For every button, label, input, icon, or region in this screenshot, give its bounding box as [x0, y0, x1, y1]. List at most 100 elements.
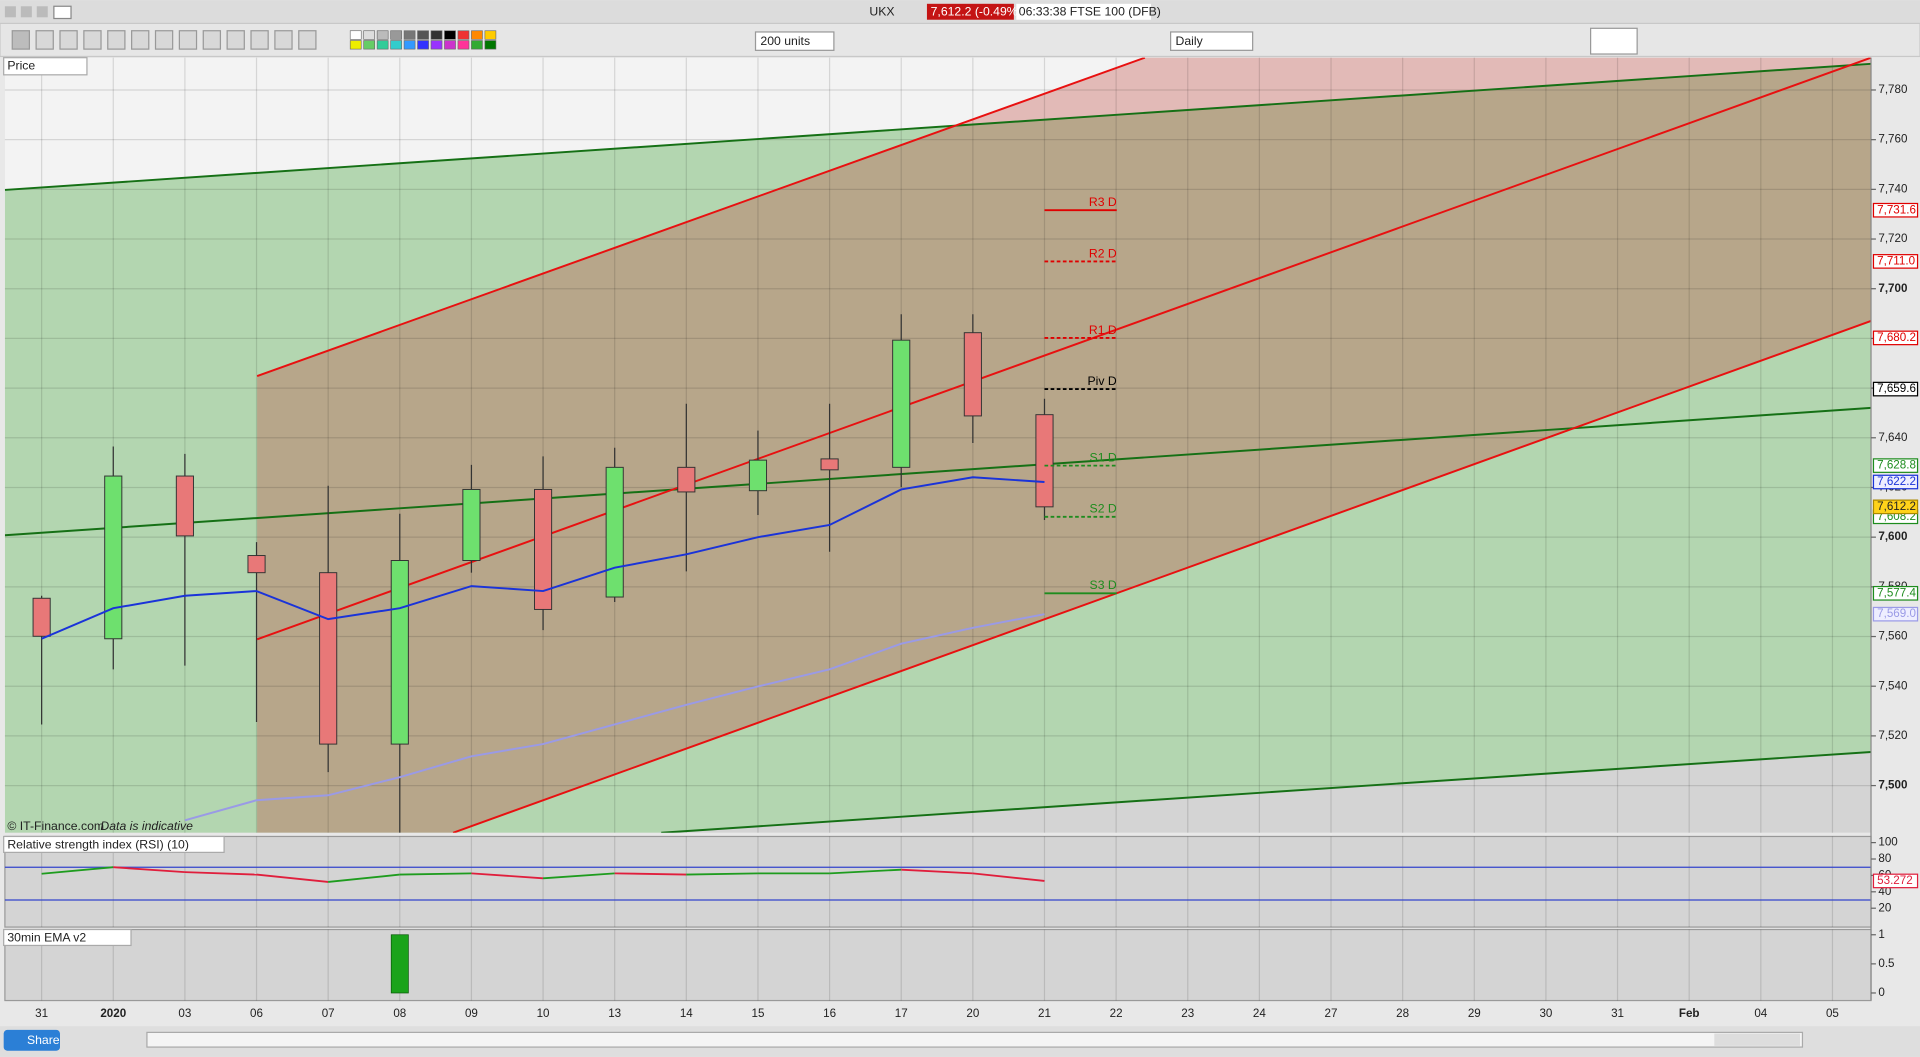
x-tick-label: 20: [966, 1007, 979, 1020]
tool-button[interactable]: [154, 30, 174, 50]
x-tick-label: 10: [537, 1007, 550, 1020]
rsi-segment: [328, 873, 400, 883]
value-box: [1872, 585, 1919, 601]
x-tick-label: 22: [1110, 1007, 1123, 1020]
y-tick-label: 0.5: [1878, 957, 1894, 970]
trend-line: [4, 62, 1872, 191]
pivot-label: R3 D: [1089, 195, 1117, 209]
x-tick-label: 27: [1325, 1007, 1338, 1020]
panel-header: [3, 928, 132, 947]
x-tick-label: 23: [1181, 1007, 1194, 1020]
x-tick-label: 28: [1396, 1007, 1409, 1020]
x-tick-label: 13: [608, 1007, 621, 1020]
scrollbar[interactable]: [146, 1031, 1804, 1048]
tool-button[interactable]: [250, 30, 269, 50]
close-button[interactable]: [4, 6, 16, 18]
minimize-button[interactable]: [20, 6, 32, 18]
color-swatch[interactable]: [349, 30, 362, 40]
color-swatch[interactable]: [363, 40, 375, 50]
x-tick-label: 08: [393, 1007, 406, 1020]
rsi-segment: [113, 866, 185, 874]
value-label: 7,628.8: [1877, 459, 1916, 472]
tool-button[interactable]: [35, 30, 54, 50]
x-tick-label: 09: [465, 1007, 478, 1020]
panel-title: Price: [7, 58, 35, 72]
value-box: [1872, 330, 1919, 346]
y-tick-label: 7,640: [1878, 431, 1908, 444]
candle-body: [104, 475, 123, 640]
tool-button[interactable]: [83, 30, 102, 50]
share-label: Share: [27, 1033, 60, 1047]
price-grid: [4, 57, 1872, 833]
tool-button[interactable]: [107, 30, 126, 50]
status-box: [1016, 3, 1152, 20]
color-swatch[interactable]: [403, 40, 416, 50]
value-label: 7,659.6: [1877, 382, 1916, 395]
color-swatch[interactable]: [417, 30, 429, 40]
color-swatch[interactable]: [349, 40, 362, 50]
y-tick-label: 7,700: [1878, 282, 1907, 295]
x-tick-label: Feb: [1679, 1007, 1700, 1020]
color-swatch[interactable]: [430, 40, 443, 50]
keyboard-button[interactable]: [53, 5, 72, 20]
tool-button[interactable]: [11, 30, 30, 50]
color-swatch[interactable]: [444, 30, 456, 40]
tool-button[interactable]: [131, 30, 150, 50]
x-tick-label: 30: [1539, 1007, 1552, 1020]
color-swatch[interactable]: [457, 30, 470, 40]
scroll-thumb[interactable]: [1714, 1033, 1800, 1046]
restore-button[interactable]: [36, 6, 48, 18]
tool-button[interactable]: [178, 30, 198, 50]
value-label: 7,622.2: [1877, 475, 1916, 488]
color-swatch[interactable]: [376, 30, 389, 40]
x-tick-label: 17: [895, 1007, 908, 1020]
x-tick-label: 05: [1826, 1007, 1839, 1020]
candle-body: [32, 597, 51, 637]
pivot-label: R2 D: [1089, 246, 1117, 260]
tool-button[interactable]: [298, 30, 317, 50]
rsi-segment: [184, 871, 257, 876]
y-tick-label: 100: [1878, 836, 1898, 849]
y-tick-label: 7,500: [1878, 779, 1907, 792]
color-swatch[interactable]: [376, 40, 389, 50]
color-swatch[interactable]: [430, 30, 443, 40]
color-swatch[interactable]: [484, 30, 497, 40]
color-swatch[interactable]: [471, 40, 483, 50]
x-tick-label: 15: [751, 1007, 764, 1020]
pivot-label: S3 D: [1090, 578, 1117, 592]
quote-box: [926, 3, 1014, 20]
chart-type-button[interactable]: [1590, 27, 1638, 55]
candle-body: [820, 458, 839, 471]
color-swatch[interactable]: [390, 40, 402, 50]
rsi-segment: [41, 866, 114, 875]
rsi-segment: [614, 872, 687, 876]
tool-button[interactable]: [59, 30, 78, 50]
y-tick-label: 7,560: [1878, 630, 1908, 643]
color-swatch[interactable]: [390, 30, 402, 40]
trend-lines: [4, 57, 1872, 833]
copyright: © IT-Finance.com: [7, 819, 104, 833]
units-dropdown[interactable]: [754, 31, 835, 51]
x-tick-label: 2020: [100, 1007, 126, 1020]
color-swatch[interactable]: [471, 30, 483, 40]
color-swatch[interactable]: [363, 30, 375, 40]
value-label: 7,711.0: [1877, 254, 1915, 267]
color-swatch[interactable]: [444, 40, 456, 50]
rsi-segment: [256, 873, 329, 883]
candle-body: [247, 555, 266, 574]
trend-line: [256, 57, 1872, 641]
trend-line: [4, 406, 1872, 537]
value-box: [1872, 202, 1919, 218]
share-button[interactable]: [3, 1029, 60, 1051]
rsi-segment: [686, 872, 758, 876]
y-tick-label: 7,540: [1878, 679, 1908, 692]
color-swatch[interactable]: [484, 40, 497, 50]
interval-dropdown[interactable]: [1170, 31, 1254, 51]
tool-button[interactable]: [202, 30, 222, 50]
value-box: [1872, 474, 1919, 490]
color-swatch[interactable]: [457, 40, 470, 50]
color-swatch[interactable]: [417, 40, 429, 50]
tool-button[interactable]: [226, 30, 245, 50]
tool-button[interactable]: [274, 30, 293, 50]
color-swatch[interactable]: [403, 30, 416, 40]
